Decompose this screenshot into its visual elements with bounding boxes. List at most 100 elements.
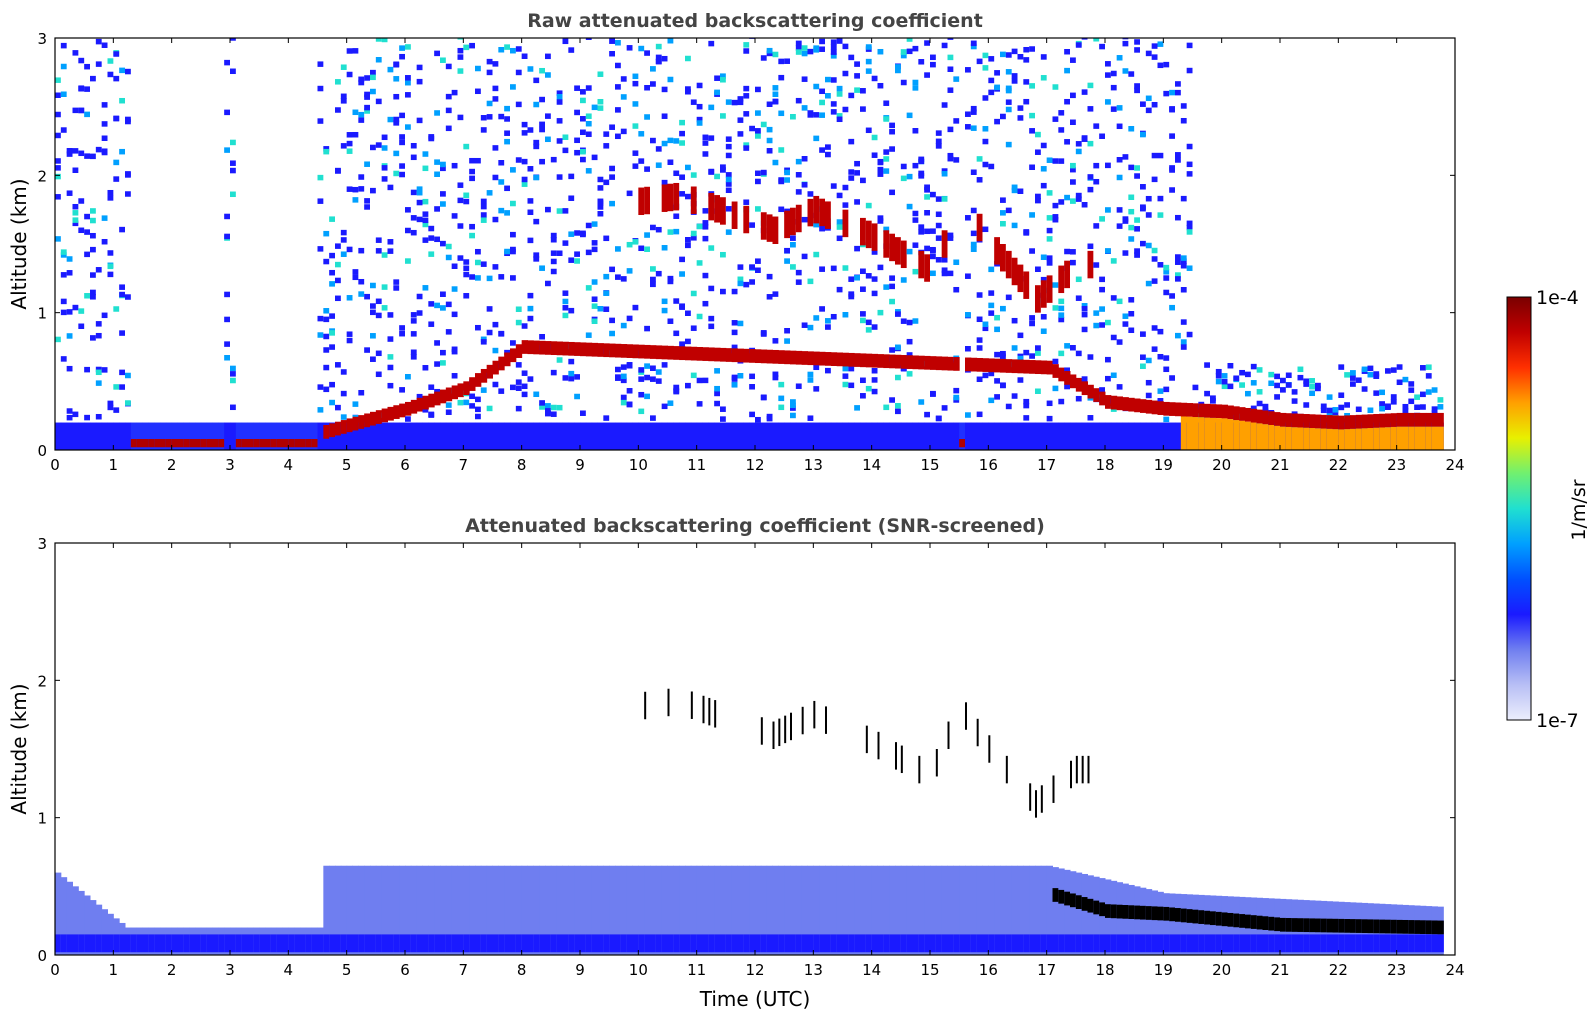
heat-cell [755,258,761,264]
heat-cell [965,273,971,279]
heat-cell [1064,383,1070,390]
heat-cell [545,410,551,417]
heat-cell [469,422,476,450]
heat-cell [819,865,826,955]
heat-cell [1046,190,1053,196]
heat-cell [521,323,528,329]
heat-cell [690,372,697,379]
heat-cell [399,112,405,119]
heat-cell [1099,322,1105,328]
heat-cell [1000,865,1007,955]
colorbar-unit-label: 1/m/sr [1568,479,1590,540]
heat-cell [1087,82,1094,89]
heat-cell [364,347,370,353]
heat-cell [737,264,744,270]
heat-cell [230,160,236,166]
heat-cell [1116,157,1123,163]
heat-cell [673,330,680,337]
heat-cell [930,191,936,198]
heat-cell [970,125,977,131]
heat-cell [1140,240,1146,247]
heat-cell [504,105,510,112]
heat-cell [1210,395,1216,401]
heat-cell [545,403,551,409]
heat-cell [930,54,936,61]
heat-cell [364,422,371,450]
heat-cell [947,126,954,133]
heat-cell [1385,413,1392,428]
heat-cell [1239,407,1246,421]
heat-cell [801,182,808,188]
heat-cell [451,385,458,400]
heat-cell [1081,381,1088,396]
heat-cell [475,275,481,281]
heat-cell [66,881,73,955]
heat-cell [667,137,674,144]
heat-cell [953,865,960,955]
heat-cell [655,162,662,168]
heat-cell [737,276,744,283]
heat-cell [603,865,610,955]
heat-cell [755,128,761,134]
heat-cell [708,104,715,111]
heat-cell [416,934,423,953]
heat-cell [924,187,930,193]
heat-cell [562,341,569,356]
heat-cell [1204,934,1211,953]
heat-cell [720,197,726,225]
heat-cell [906,112,913,119]
heat-cell [1390,399,1397,405]
heat-cell [381,934,388,953]
heat-cell [1122,934,1129,953]
heat-cell [871,377,878,383]
heat-cell [988,310,995,316]
heat-cell [1128,905,1135,920]
heat-cell [1326,415,1333,429]
heat-cell [1023,271,1030,299]
heat-cell [1029,360,1036,374]
heat-cell [1140,905,1147,920]
heat-cell [1309,414,1316,429]
heat-cell [702,208,709,214]
heat-cell [1175,259,1181,265]
heat-cell [457,47,464,54]
heat-cell [545,865,552,955]
heat-cell [381,865,388,955]
heat-cell [1326,394,1333,400]
heat-cell [854,422,861,450]
heat-cell [440,389,447,404]
heat-cell [947,235,954,241]
heat-cell [550,369,557,376]
heat-cell [1180,894,1188,955]
heat-cell [1361,414,1368,429]
heat-cell [1256,400,1263,407]
heat-cell [795,269,802,276]
heat-cell [1116,223,1123,229]
heat-cell [399,45,405,51]
heat-cell [655,54,662,61]
heat-cell [877,166,884,173]
heat-cell [55,934,62,953]
heat-cell [661,362,668,368]
heat-cell [1262,916,1269,931]
heat-cell [585,342,593,357]
heat-cell [860,88,866,94]
heat-cell [836,286,843,293]
heat-cell [405,401,412,416]
heat-cell [1052,202,1059,209]
heat-cell [440,201,446,207]
heat-cell [720,164,726,170]
heat-cell [1128,934,1135,953]
heat-cell [819,225,825,232]
heat-cell [1105,248,1111,254]
heat-cell [772,216,779,244]
heat-cell [1373,390,1380,396]
heat-cell [743,145,750,151]
heat-cell [130,439,138,448]
heat-cell [550,865,558,955]
heat-cell [340,98,347,104]
heat-cell [685,193,691,200]
heat-cell [66,414,73,421]
heat-cell [492,321,499,328]
heat-cell [737,865,744,955]
